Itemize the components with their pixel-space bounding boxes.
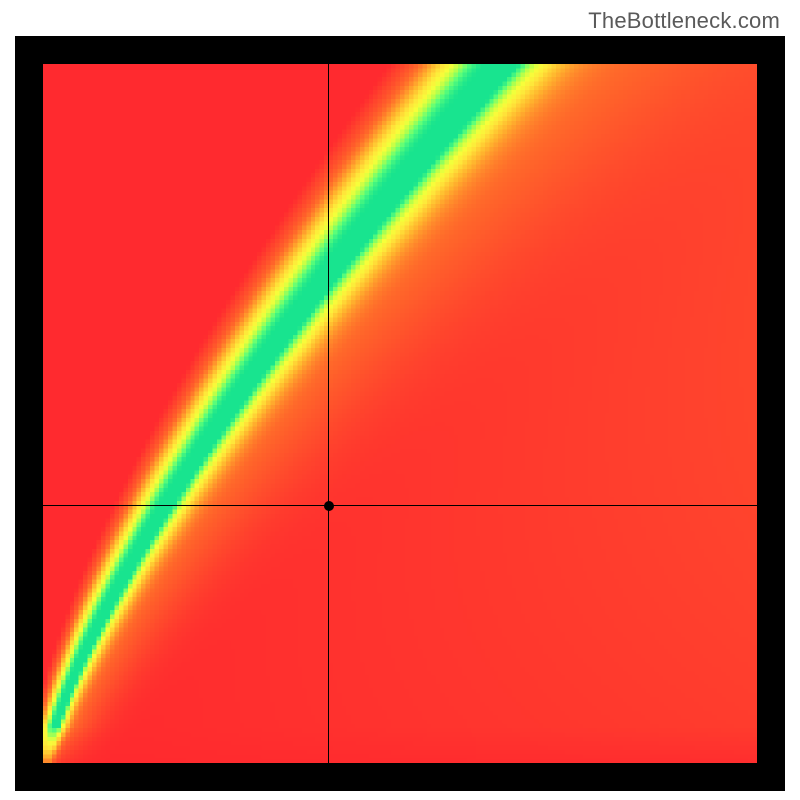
crosshair-marker: [324, 501, 334, 511]
watermark-text: TheBottleneck.com: [588, 8, 780, 34]
crosshair-horizontal: [43, 505, 757, 506]
crosshair-vertical: [328, 64, 329, 763]
heatmap-canvas: [43, 64, 757, 763]
